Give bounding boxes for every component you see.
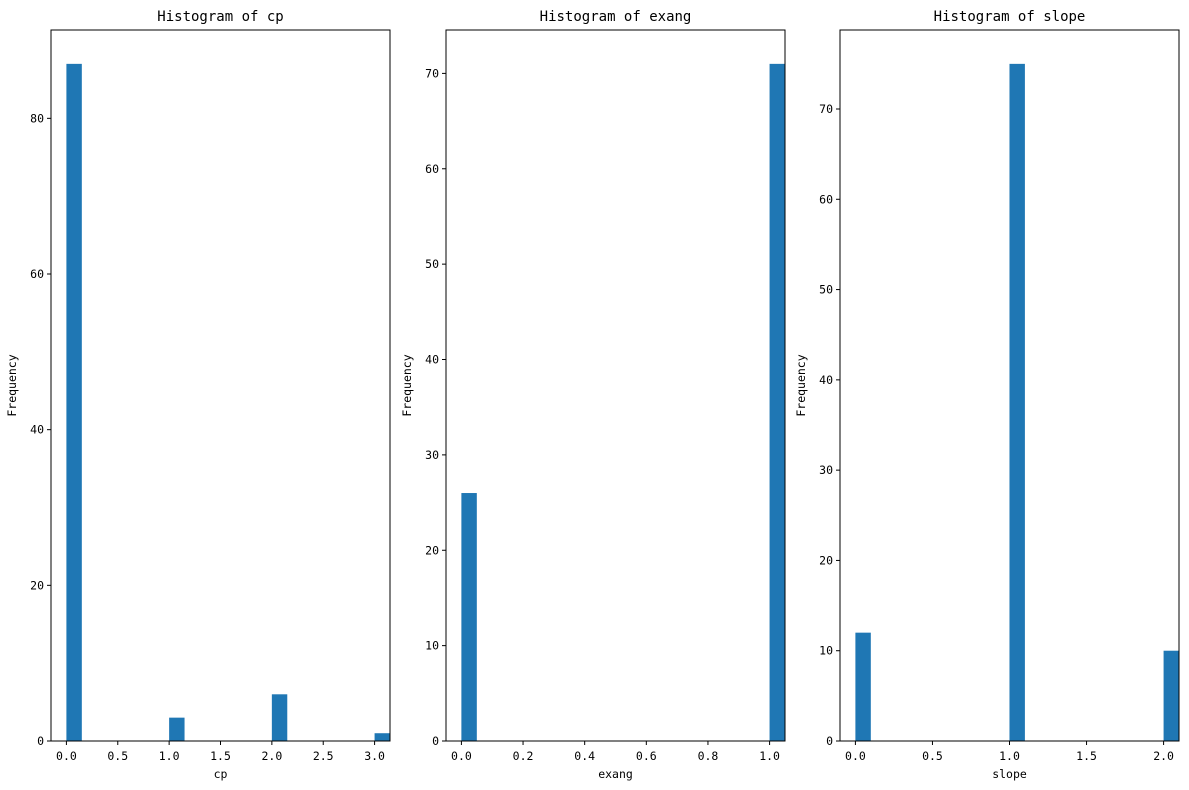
y-axis-label: Frequency — [5, 354, 19, 416]
histogram-bar — [1163, 650, 1179, 741]
x-tick-label: 0.0 — [56, 749, 77, 763]
subplot-2: 0 10 20 30 40 50 60 70 0.0 0.2 0.4 0.6 0.8 1.0 Histogr… — [400, 9, 786, 781]
histogram-bar — [855, 632, 871, 741]
histogram-bar — [1009, 63, 1025, 742]
x-tick-label: 0.6 — [636, 749, 657, 763]
x-tick-label: 2.0 — [1153, 749, 1174, 763]
y-tick-label: 30 — [425, 448, 439, 462]
x-tick-label: 0.4 — [574, 749, 595, 763]
x-axis-label: exang — [598, 767, 633, 781]
x-tick-label: 0.8 — [698, 749, 719, 763]
y-tick-label: 40 — [425, 353, 439, 367]
histogram-bar — [169, 717, 185, 741]
x-tick-label: 1.0 — [759, 749, 780, 763]
chart-title: Histogram of exang — [540, 9, 692, 25]
x-tick-label: 3.0 — [364, 749, 385, 763]
y-tick-label: 20 — [30, 578, 44, 592]
histogram-bar — [461, 493, 477, 741]
y-tick-label: 20 — [819, 553, 833, 567]
y-tick-label: 10 — [425, 639, 439, 653]
histogram-bar — [66, 63, 82, 742]
y-axis-label: Frequency — [794, 354, 808, 416]
x-tick-label: 1.5 — [210, 749, 231, 763]
y-tick-label: 40 — [819, 373, 833, 387]
x-tick-label: 1.5 — [1076, 749, 1097, 763]
x-axis-label: cp — [214, 767, 228, 781]
y-tick-label: 80 — [30, 111, 44, 125]
x-axis-label: slope — [992, 767, 1027, 781]
x-tick-label: 1.0 — [999, 749, 1020, 763]
x-tick-label: 0.5 — [922, 749, 943, 763]
y-axis-label: Frequency — [400, 354, 414, 416]
y-tick-label: 0 — [37, 734, 44, 748]
histogram-bar — [271, 694, 288, 741]
y-tick-label: 70 — [425, 66, 439, 80]
y-tick-label: 70 — [819, 102, 833, 116]
y-tick-label: 20 — [425, 543, 439, 557]
y-tick-label: 60 — [30, 267, 44, 281]
x-tick-label: 0.5 — [107, 749, 128, 763]
chart-title: Histogram of slope — [934, 9, 1086, 25]
y-tick-label: 10 — [819, 644, 833, 658]
y-tick-label: 40 — [30, 423, 44, 437]
axes-frame — [445, 29, 786, 742]
x-tick-label: 1.0 — [159, 749, 180, 763]
y-tick-label: 0 — [826, 734, 833, 748]
histogram-bar — [374, 733, 390, 741]
x-tick-label: 0.2 — [513, 749, 534, 763]
y-tick-label: 50 — [425, 257, 439, 271]
axes-frame — [50, 29, 391, 742]
subplot-3: 0 10 20 30 40 50 60 70 0.0 0.5 1.0 1.5 2.0 Histogram … — [794, 9, 1180, 781]
y-tick-label: 50 — [819, 283, 833, 297]
x-tick-label: 0.0 — [451, 749, 472, 763]
y-tick-label: 60 — [425, 162, 439, 176]
x-tick-label: 2.0 — [261, 749, 282, 763]
chart-title: Histogram of cp — [157, 9, 283, 25]
subplot-1: 0 20 40 60 80 0.0 0.5 1.0 1.5 2.0 2.5 3.0 Histogram … — [5, 9, 391, 781]
y-tick-label: 0 — [432, 734, 439, 748]
histogram-bar — [769, 63, 785, 742]
x-tick-label: 0.0 — [845, 749, 866, 763]
y-tick-label: 60 — [819, 192, 833, 206]
y-tick-label: 30 — [819, 463, 833, 477]
x-tick-label: 2.5 — [313, 749, 334, 763]
